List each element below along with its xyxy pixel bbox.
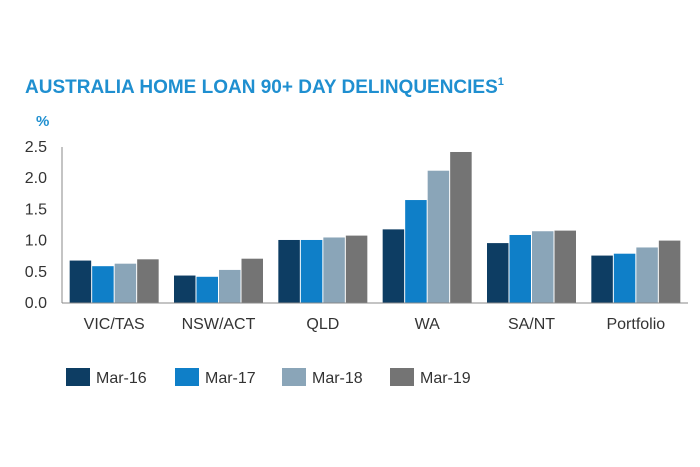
y-tick-label: 2.5 <box>25 139 47 156</box>
y-tick-label: 0.0 <box>25 295 47 312</box>
bar <box>613 253 636 303</box>
x-tick-label: NSW/ACT <box>182 316 256 333</box>
bar <box>591 255 613 303</box>
legend-swatch <box>390 368 414 386</box>
legend-swatch <box>282 368 306 386</box>
bar <box>554 230 576 303</box>
legend-swatch <box>66 368 90 386</box>
bar <box>278 239 300 303</box>
bar <box>345 235 368 303</box>
chart-title-superscript: 1 <box>498 76 504 88</box>
legend-label: Mar-19 <box>420 370 471 387</box>
bar <box>137 259 159 303</box>
y-axis-unit: % <box>36 113 49 130</box>
bar <box>241 258 263 303</box>
legend-label: Mar-16 <box>96 370 147 387</box>
legend: Mar-16 Mar-17 Mar-18 Mar-19 <box>66 368 471 387</box>
y-axis-ticks: 0.0 0.5 1.0 1.5 2.0 2.5 <box>25 139 47 312</box>
legend-label: Mar-18 <box>312 370 363 387</box>
legend-label: Mar-17 <box>205 370 256 387</box>
x-tick-label: VIC/TAS <box>84 316 145 333</box>
bar <box>92 266 114 303</box>
bar <box>114 263 137 303</box>
y-tick-label: 1.5 <box>25 201 47 218</box>
bar <box>658 240 681 303</box>
chart-title: AUSTRALIA HOME LOAN 90+ DAY DELINQUENCIE… <box>25 76 504 98</box>
y-tick-label: 0.5 <box>25 264 47 281</box>
bar <box>427 170 450 303</box>
bar <box>219 269 241 303</box>
chart-title-text: AUSTRALIA HOME LOAN 90+ DAY DELINQUENCIE… <box>25 77 498 98</box>
bar <box>196 276 218 303</box>
bar <box>174 275 196 303</box>
bars <box>69 151 681 303</box>
legend-swatch <box>175 368 199 386</box>
bar <box>509 234 531 303</box>
bar <box>323 237 345 303</box>
x-tick-label: Portfolio <box>606 316 665 333</box>
bar <box>300 239 323 303</box>
bar <box>532 231 554 303</box>
x-axis-labels: VIC/TAS NSW/ACT QLD WA SA/NT Portfolio <box>84 316 666 333</box>
x-tick-label: SA/NT <box>508 316 555 333</box>
x-tick-label: QLD <box>306 316 339 333</box>
bar <box>405 200 427 303</box>
bar <box>636 247 658 303</box>
y-tick-label: 2.0 <box>25 170 47 187</box>
bar <box>487 243 509 303</box>
bar <box>69 260 92 303</box>
bar <box>382 229 405 303</box>
x-tick-label: WA <box>415 316 441 333</box>
y-tick-label: 1.0 <box>25 233 47 250</box>
bar <box>450 151 472 303</box>
